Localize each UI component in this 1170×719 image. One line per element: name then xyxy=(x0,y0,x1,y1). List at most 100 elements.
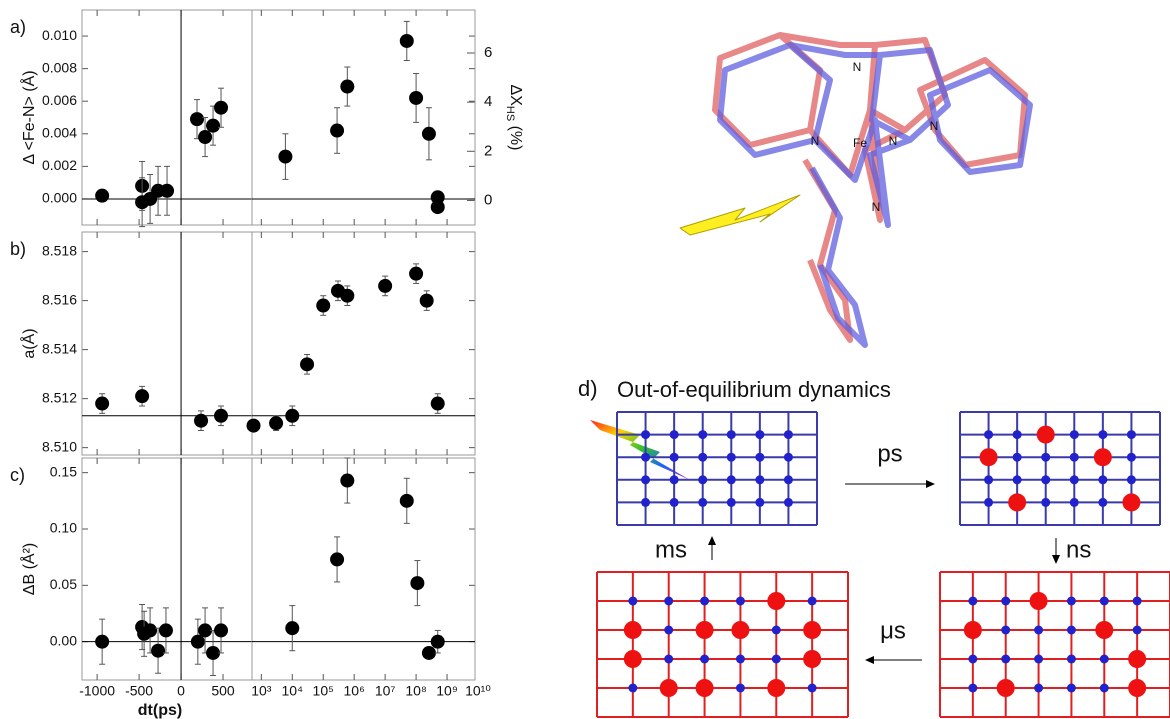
high-spin-site xyxy=(660,679,678,697)
y-tick-label: 8.516 xyxy=(42,291,77,307)
low-spin-site xyxy=(1013,430,1022,439)
x-tick-label: 0 xyxy=(177,683,185,699)
low-spin-site xyxy=(641,453,650,462)
low-spin-site xyxy=(1034,626,1043,635)
low-spin-site xyxy=(1001,655,1010,664)
low-spin-site xyxy=(1013,475,1022,484)
low-spin-site xyxy=(1098,430,1107,439)
data-point xyxy=(422,646,436,660)
x-tick-label: 10⁶ xyxy=(344,683,365,699)
data-point xyxy=(143,623,157,637)
low-spin-site xyxy=(727,430,736,439)
low-spin-site xyxy=(664,626,673,635)
low-spin-site xyxy=(1100,684,1109,693)
low-spin-site xyxy=(1070,453,1079,462)
data-point xyxy=(420,294,434,308)
high-spin-site xyxy=(1037,426,1055,444)
y2-axis-label: ΔXHS (%) xyxy=(504,85,524,151)
low-spin-site xyxy=(670,453,679,462)
data-point xyxy=(340,474,354,488)
low-spin-site xyxy=(1034,684,1043,693)
low-spin-site xyxy=(1001,626,1010,635)
diagram-title: Out-of-equilibrium dynamics xyxy=(617,377,891,402)
high-spin-site xyxy=(767,592,785,610)
data-point xyxy=(278,150,292,164)
low-spin-site xyxy=(1127,453,1136,462)
low-spin-site xyxy=(641,498,650,507)
low-spin-site xyxy=(664,655,673,664)
low-spin-site xyxy=(772,655,781,664)
high-spin-site xyxy=(1094,448,1112,466)
low-spin-site xyxy=(670,430,679,439)
low-spin-site xyxy=(727,475,736,484)
high-spin-site xyxy=(1008,493,1026,511)
low-spin-site xyxy=(1067,597,1076,606)
high-spin-site xyxy=(696,679,714,697)
x-tick-label: 10⁷ xyxy=(375,683,396,699)
data-point xyxy=(285,621,299,635)
low-spin-site xyxy=(784,475,793,484)
data-point xyxy=(95,189,109,203)
data-point xyxy=(330,552,344,566)
step-label: ps xyxy=(877,440,902,467)
atom-label: N xyxy=(811,134,820,148)
low-spin-site xyxy=(808,597,817,606)
low-spin-site xyxy=(755,498,764,507)
y2-axis-label-part: (%) xyxy=(507,121,524,150)
low-spin-site xyxy=(727,498,736,507)
y2-tick-label: 4 xyxy=(484,93,492,110)
x-tick-label: -1000 xyxy=(79,683,115,699)
y2-tick-label: 2 xyxy=(484,142,492,159)
high-spin-site xyxy=(1128,650,1146,668)
low-spin-site xyxy=(784,453,793,462)
high-spin-site xyxy=(767,679,785,697)
high-spin-site xyxy=(1122,493,1140,511)
arrowhead xyxy=(865,656,874,664)
high-spin-site xyxy=(731,621,749,639)
atom-label: N xyxy=(853,60,862,74)
low-spin-site xyxy=(1098,498,1107,507)
low-spin-site xyxy=(1041,498,1050,507)
low-spin-site xyxy=(727,453,736,462)
low-spin-site xyxy=(808,684,817,693)
data-point xyxy=(431,200,445,214)
data-point xyxy=(135,389,149,403)
panel-label: a) xyxy=(10,17,26,37)
low-spin-site xyxy=(628,684,637,693)
data-point xyxy=(159,623,173,637)
atom-label: N xyxy=(872,200,881,214)
data-point xyxy=(340,80,354,94)
step-label: ms xyxy=(655,536,687,563)
low-spin-site xyxy=(755,453,764,462)
high-spin-site xyxy=(1128,679,1146,697)
data-point xyxy=(431,635,445,649)
figure: a)Δ <Fe-N> (Å)0.0000.0020.0040.0060.0080… xyxy=(0,0,1170,719)
high-spin-site xyxy=(1030,592,1048,610)
low-spin-site xyxy=(984,430,993,439)
data-point xyxy=(422,127,436,141)
molecule-drawing xyxy=(680,35,1030,345)
data-point xyxy=(95,397,109,411)
low-spin-site xyxy=(755,475,764,484)
plot-frame xyxy=(82,232,252,455)
data-point xyxy=(190,112,204,126)
low-spin-site xyxy=(641,475,650,484)
high-spin-site xyxy=(980,448,998,466)
high-spin-site xyxy=(624,621,642,639)
y-axis-label: a(Å) xyxy=(19,328,38,358)
x-tick-label: 10⁵ xyxy=(313,683,334,699)
data-point xyxy=(247,419,261,433)
data-point xyxy=(214,623,228,637)
data-point xyxy=(378,279,392,293)
atom-label: Fe xyxy=(853,136,867,150)
low-spin-site xyxy=(670,498,679,507)
data-point xyxy=(160,184,174,198)
low-spin-site xyxy=(784,430,793,439)
low-spin-site xyxy=(1067,626,1076,635)
low-spin-site xyxy=(1041,475,1050,484)
step-label: ns xyxy=(1066,536,1091,563)
arrowhead xyxy=(1052,555,1060,564)
y2-tick-label: 6 xyxy=(484,44,492,61)
high-spin-site xyxy=(696,621,714,639)
high-spin-site xyxy=(964,621,982,639)
